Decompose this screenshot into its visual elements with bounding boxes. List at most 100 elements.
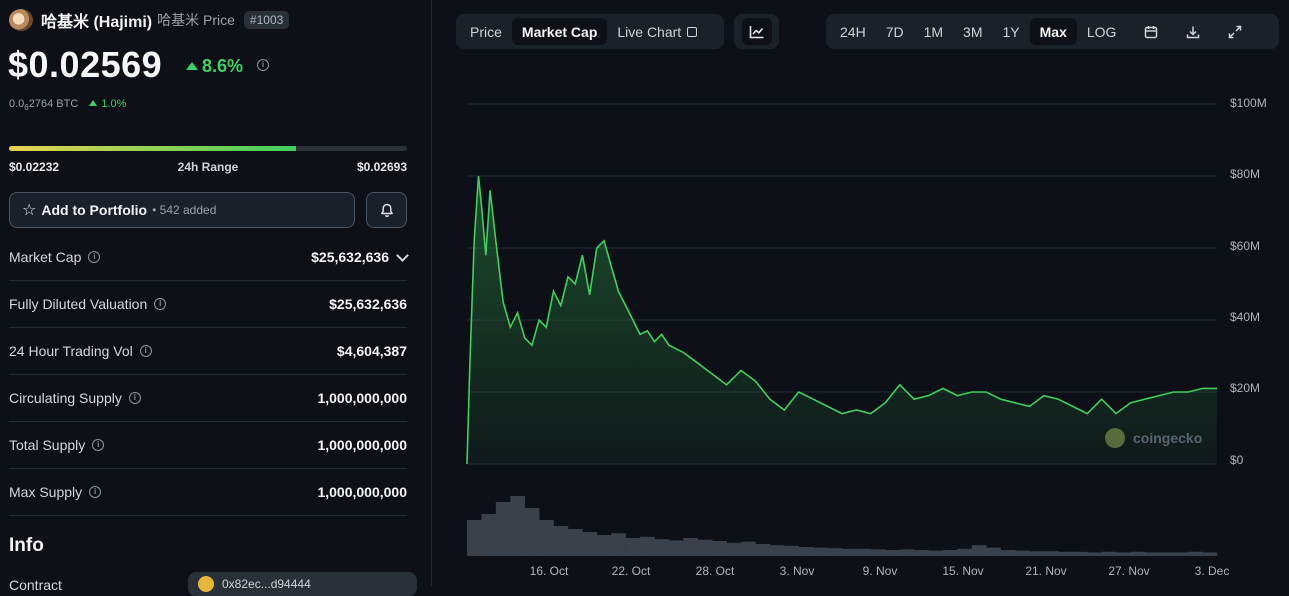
x-tick-label: 9. Nov (862, 564, 898, 578)
range-3m[interactable]: 3M (963, 23, 983, 40)
volume-bar (813, 547, 828, 556)
volume-bar (1130, 551, 1146, 556)
x-tick-label: 3. Nov (779, 564, 815, 578)
contract-value: 0x82ec...d94444 (222, 577, 311, 591)
volume-bar (481, 514, 497, 556)
stat-label: Total Supply i (9, 437, 105, 453)
y-tick-label: $100M (1230, 96, 1267, 110)
stat-fdv: Fully Diluted Valuation i $25,632,636 (9, 281, 407, 328)
tab-live-chart-label: Live Chart (617, 23, 682, 40)
info-icon[interactable]: i (89, 486, 102, 498)
volume-bar (943, 550, 958, 556)
volume-bar (1144, 552, 1160, 556)
calendar-icon (1145, 25, 1158, 38)
volume-bar (1101, 551, 1117, 556)
volume-bar (1072, 551, 1088, 556)
coin-logo (9, 9, 33, 31)
stat-label: Circulating Supply i (9, 390, 141, 406)
stat-total-supply: Total Supply i 1,000,000,000 (9, 422, 407, 469)
info-icon[interactable]: i (139, 345, 152, 357)
contract-label: Contract (9, 577, 62, 593)
volume-bar (524, 508, 540, 556)
volume-bar (784, 545, 799, 556)
volume-bar (611, 533, 626, 556)
range-1m[interactable]: 1M (923, 23, 944, 40)
range-labels: $0.02232 24h Range $0.02693 (9, 160, 407, 174)
tab-market-cap[interactable]: Market Cap (511, 18, 608, 45)
volume-bar (899, 549, 915, 556)
coingecko-watermark: coingecko (1105, 428, 1202, 448)
range-1y[interactable]: 1Y (1002, 23, 1020, 40)
coingecko-logo-icon (1105, 428, 1125, 448)
y-tick-label: $40M (1230, 310, 1261, 324)
info-icon[interactable]: i (92, 439, 105, 451)
time-range-tabs: 24H 7D 1M 3M 1Y Max LOG (826, 14, 1279, 49)
stat-trading-vol: 24 Hour Trading Vol i $4,604,387 (9, 328, 407, 375)
stat-value[interactable]: $25,632,636 (311, 248, 409, 265)
volume-bar (928, 550, 944, 556)
download-button[interactable] (1178, 18, 1208, 45)
stat-label: Max Supply i (9, 484, 102, 500)
price-alert-button[interactable] (366, 192, 407, 228)
volume-bar (582, 532, 598, 556)
stat-value-text: $25,632,636 (311, 249, 389, 265)
coin-summary-panel: 哈基米 (Hajimi) 哈基米 Price #1003 $0.02569 8.… (0, 0, 432, 596)
chart-type-tabs: Price Market Cap Live Chart (456, 14, 724, 49)
volume-bar (755, 544, 771, 556)
stat-label-text: Fully Diluted Valuation (9, 296, 148, 312)
stats-list: Market Cap i $25,632,636 Fully Diluted Va… (9, 234, 409, 516)
portfolio-added-count: • 542 added (152, 203, 217, 217)
chart-style-toggle (734, 14, 779, 49)
x-tick-label: 28. Oct (695, 564, 735, 578)
btc-price-prefix: 0.0 (9, 98, 25, 110)
portfolio-label: Add to Portfolio (41, 202, 148, 218)
up-triangle-icon (89, 100, 98, 106)
info-heading: Info (9, 535, 44, 556)
date-range-button[interactable] (1136, 18, 1166, 45)
volume-bars (467, 496, 1218, 556)
range-max[interactable]: Max (1029, 18, 1077, 45)
info-icon[interactable]: i (154, 298, 167, 310)
range-7d[interactable]: 7D (885, 23, 904, 40)
chart-area (467, 176, 1217, 464)
tab-live-chart[interactable]: Live Chart (607, 18, 707, 45)
price-change: 8.6% (186, 56, 243, 77)
y-tick-label: $0 (1230, 453, 1244, 467)
info-icon[interactable]: i (88, 251, 101, 263)
volume-bar (870, 549, 886, 556)
range-24h[interactable]: 24H (840, 23, 866, 40)
contract-address[interactable]: 0x82ec...d94444 (188, 572, 417, 596)
bnb-chain-icon (198, 576, 214, 592)
volume-bar (668, 540, 684, 556)
chart-panel: Price Market Cap Live Chart 24H 7D 1M 3M… (433, 0, 1289, 586)
volume-bar (986, 547, 1001, 556)
stat-label-text: 24 Hour Trading Vol (9, 343, 133, 359)
volume-bar (1029, 551, 1045, 556)
range-low: $0.02232 (9, 160, 60, 174)
volume-bar (914, 550, 929, 556)
volume-bar (1058, 551, 1073, 556)
expand-icon (1229, 25, 1242, 38)
download-icon (1187, 26, 1200, 38)
btc-change: 1.0% (89, 98, 126, 110)
tab-price[interactable]: Price (470, 23, 502, 40)
current-price: $0.02569 (8, 44, 163, 85)
x-tick-label: 22. Oct (611, 564, 651, 578)
fullscreen-button[interactable] (1220, 18, 1250, 45)
volume-bar (741, 541, 756, 556)
line-chart-button[interactable] (741, 18, 772, 45)
range-log[interactable]: LOG (1086, 23, 1117, 40)
range-high: $0.02693 (356, 160, 407, 174)
info-icon[interactable]: i (257, 59, 269, 71)
volume-bar (842, 548, 857, 556)
volume-bar (1087, 552, 1102, 556)
volume-bar (1043, 551, 1059, 556)
add-to-portfolio-button[interactable]: ☆ Add to Portfolio • 542 added (9, 192, 355, 228)
volume-bar (1000, 550, 1016, 556)
stat-value: $4,604,387 (336, 343, 407, 359)
stat-circulating-supply: Circulating Supply i 1,000,000,000 (9, 375, 407, 422)
btc-price: 0.062764 BTC 1.0% (9, 98, 126, 112)
info-icon[interactable]: i (128, 392, 141, 404)
chevron-down-icon (396, 248, 409, 262)
price-label: 哈基米 Price (157, 12, 235, 28)
